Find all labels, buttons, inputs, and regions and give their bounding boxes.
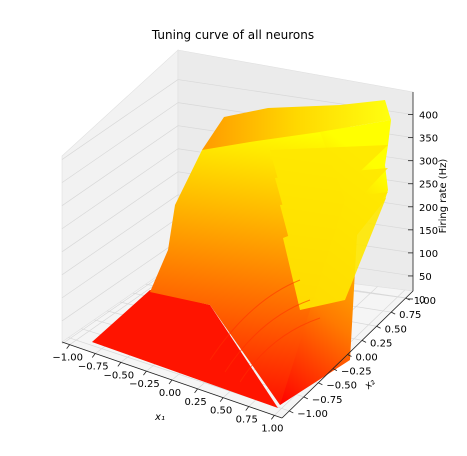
x-tick-mark bbox=[91, 353, 96, 358]
x-tick-mark bbox=[143, 370, 147, 376]
z-axis-label: Firing rate (Hz) bbox=[438, 159, 449, 234]
z-tick-label: 50 bbox=[419, 272, 432, 283]
grid-line bbox=[61, 125, 179, 206]
z-tick-label: 300 bbox=[419, 157, 438, 168]
x-tick-mark bbox=[66, 344, 70, 349]
x-tick-mark bbox=[219, 397, 224, 402]
y-tick-mark bbox=[361, 340, 367, 343]
y-tick-label: −0.50 bbox=[326, 381, 357, 392]
y-tick-mark bbox=[376, 325, 381, 329]
surface-floor bbox=[92, 290, 278, 408]
z-tick-label: 200 bbox=[419, 203, 438, 214]
y-tick-label: 0.25 bbox=[370, 338, 392, 349]
x-tick-label: 0.75 bbox=[236, 415, 258, 426]
y-tick-mark bbox=[405, 297, 410, 301]
z-tick-label: 100 bbox=[419, 249, 438, 260]
y-tick-label: 0.50 bbox=[385, 324, 407, 335]
surface-sheet bbox=[283, 198, 386, 310]
x-tick-label: −0.50 bbox=[104, 370, 135, 381]
y-tick-label: 0.00 bbox=[356, 353, 378, 364]
grid-line bbox=[61, 148, 179, 230]
y-tick-mark bbox=[303, 396, 309, 400]
chart-title: Tuning curve of all neurons bbox=[151, 28, 314, 42]
surface-shadow-curve bbox=[224, 299, 311, 373]
x-tick-label: −1.00 bbox=[52, 353, 83, 364]
x-tick-label: 1.00 bbox=[261, 423, 283, 434]
x-tick-mark bbox=[245, 406, 250, 411]
z-tick-label: 350 bbox=[419, 134, 438, 145]
grid-line bbox=[61, 79, 179, 160]
surface bbox=[92, 100, 391, 408]
grid-line bbox=[61, 102, 179, 183]
z-tick-label: 0 bbox=[419, 295, 425, 306]
surface-shadow-curve bbox=[209, 279, 301, 361]
x-tick-label: 0.25 bbox=[184, 397, 206, 408]
x-tick-mark bbox=[194, 388, 198, 394]
x-tick-label: −0.75 bbox=[78, 361, 109, 372]
x-ticks: −1.00−0.75−0.50−0.250.000.25 0.50 0.751.00 bbox=[52, 344, 283, 434]
z-tick-label: 250 bbox=[419, 180, 438, 191]
y-tick-mark bbox=[332, 368, 338, 371]
surface-shadow-curves bbox=[209, 279, 321, 383]
y-tick-mark bbox=[318, 382, 323, 386]
x-tick-mark bbox=[117, 362, 122, 367]
grid-line bbox=[61, 171, 179, 253]
y-ticks: −1.00 −0.75 −0.50 −0.25 0.00 0.25 0.50 0.75 1.00 bbox=[289, 296, 436, 420]
x-axis-label: x₁ bbox=[154, 412, 165, 423]
y-tick-mark bbox=[289, 410, 294, 414]
grid-line bbox=[61, 194, 179, 276]
y-tick-label: 1.00 bbox=[414, 296, 436, 307]
grid-line bbox=[61, 240, 179, 322]
grid-line bbox=[61, 217, 179, 299]
z-tick-label: 400 bbox=[419, 111, 438, 122]
y-tick-label: 0.75 bbox=[399, 310, 421, 321]
y-tick-label: −0.75 bbox=[312, 395, 343, 406]
surface-shadow-curve bbox=[239, 317, 321, 383]
x-tick-label: 0.00 bbox=[159, 388, 181, 399]
y-tick-mark bbox=[347, 354, 352, 357]
z-tick-label: 150 bbox=[419, 226, 438, 237]
y-axis-label: x₂ bbox=[362, 377, 378, 393]
x-tick-mark bbox=[168, 379, 173, 385]
y-tick-label: −0.25 bbox=[341, 367, 372, 378]
surface-top bbox=[202, 100, 391, 150]
x-tick-mark bbox=[271, 415, 275, 420]
y-tick-mark bbox=[390, 311, 396, 315]
x-tick-label: −0.25 bbox=[129, 379, 160, 390]
z-ticks: 0 50 100 150 200 250 300 350 400 bbox=[408, 111, 438, 306]
x-tick-label: 0.50 bbox=[210, 406, 232, 417]
surface-sheets bbox=[270, 145, 388, 310]
y-tick-label: −1.00 bbox=[297, 409, 328, 420]
